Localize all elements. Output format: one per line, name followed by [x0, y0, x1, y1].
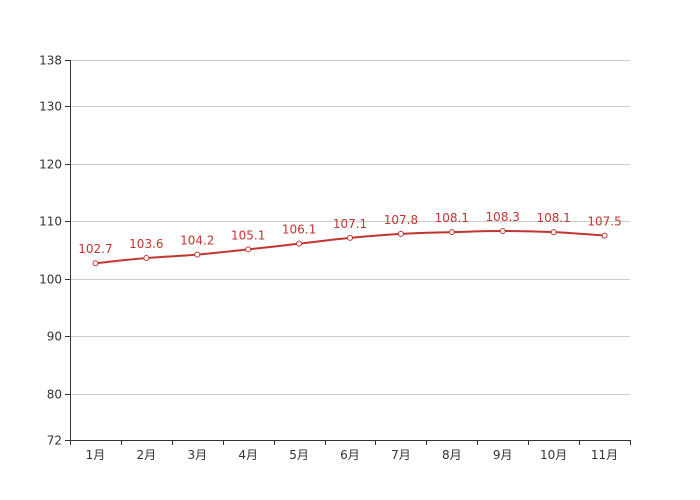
data-label: 107.1 [333, 217, 367, 231]
axes: 72 80 90 100 110 120 130 138 1月 2月 3月 4月 5月 6月 7月 8月 9月 1… [39, 54, 631, 462]
y-tick-label: 120 [39, 158, 62, 172]
data-point[interactable] [397, 230, 404, 237]
data-point[interactable] [499, 228, 506, 234]
data-point[interactable] [245, 246, 252, 253]
data-point[interactable] [296, 240, 303, 247]
data-point[interactable] [92, 260, 99, 267]
y-tick-label: 110 [39, 215, 62, 229]
y-tick-label: 138 [39, 54, 62, 68]
data-point[interactable] [601, 232, 608, 239]
x-tick-label: 6月 [340, 448, 360, 462]
x-tick-label: 8月 [442, 448, 462, 462]
y-tick-label: 100 [39, 273, 62, 287]
data-label: 104.2 [180, 234, 214, 248]
data-label: 108.1 [435, 211, 469, 225]
data-label: 106.1 [282, 223, 316, 237]
y-tick-label: 72 [47, 434, 62, 448]
data-label: 105.1 [231, 228, 265, 242]
x-tick-label: 7月 [391, 448, 411, 462]
x-tick-label: 4月 [238, 448, 258, 462]
data-label: 102.7 [78, 242, 112, 256]
data-label: 107.8 [384, 213, 418, 227]
x-tick-label: 11月 [591, 448, 618, 462]
x-tick-label: 9月 [493, 448, 513, 462]
x-tick-label: 5月 [289, 448, 309, 462]
data-point[interactable] [347, 234, 353, 241]
x-tick-label: 2月 [137, 448, 157, 462]
data-label: 103.6 [129, 237, 163, 251]
data-point[interactable] [194, 251, 201, 258]
y-tick-label: 90 [47, 330, 62, 344]
x-tick-label: 1月 [86, 448, 106, 462]
y-tick-label: 80 [47, 388, 62, 402]
series-layer [92, 228, 608, 267]
data-labels: 102.7 103.6 104.2 105.1 106.1 107.1 107.8 108.1… [78, 210, 621, 256]
y-tick-label: 130 [39, 100, 62, 114]
grid-lines [70, 60, 630, 395]
x-tick-label: 3月 [187, 448, 207, 462]
data-point[interactable] [448, 229, 455, 236]
x-tick-label: 10月 [540, 448, 567, 462]
data-point[interactable] [550, 229, 557, 236]
data-point[interactable] [143, 255, 150, 262]
data-label: 107.5 [587, 215, 621, 229]
data-label: 108.3 [486, 210, 520, 224]
data-label: 108.1 [536, 211, 570, 225]
